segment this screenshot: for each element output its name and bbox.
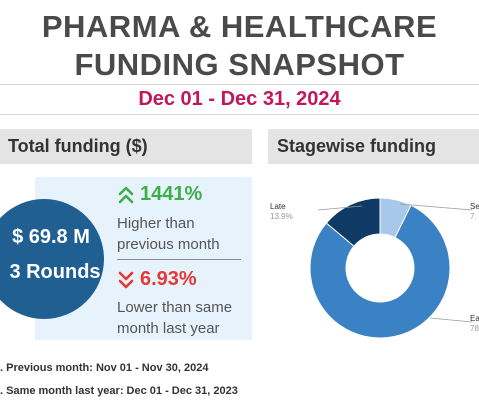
rounds-count: 3 Rounds [9,261,101,283]
double-chevron-up-icon [118,186,134,203]
late-leader-line [317,205,363,211]
late-label-name: Late [270,202,286,211]
early-label-pct: 78. [470,324,479,333]
date-divider [0,114,479,115]
late-label: Late 13.9% [270,202,293,222]
seed-label-pct: 7. [470,212,477,221]
top-divider [0,84,479,85]
yoy-change: 6.93% [118,268,197,291]
page-title: PHARMA & HEALTHCARE FUNDING SNAPSHOT [0,8,479,84]
stagewise-funding-header: Stagewise funding [268,129,479,164]
early-label: Ea 78. [470,314,479,334]
footnote-previous-month: . Previous month: Nov 01 - Nov 30, 2024 [0,362,209,374]
date-range: Dec 01 - Dec 31, 2024 [138,88,341,110]
late-label-pct: 13.9% [270,212,293,221]
mom-desc-line-1: Higher than [117,215,195,232]
donut-slice-late [325,197,381,247]
early-leader-line [429,317,473,323]
donut-svg [309,197,473,339]
yoy-change-description: Lower than same month last year [117,297,247,339]
seed-label-name: Se [470,202,479,211]
yoy-change-value: 6.93% [140,268,197,290]
title-line-2: FUNDING SNAPSHOT [74,47,405,82]
mom-desc-line-2: previous month [117,236,220,253]
seed-label: Se 7. [470,202,479,222]
footnote-same-month-last-year: . Same month last year: Dec 01 - Dec 31,… [0,385,238,397]
early-label-name: Ea [470,314,479,323]
total-funding-circle: $ 69.8 M 3 Rounds [0,199,104,319]
total-amount: $ 69.8 M [12,226,90,248]
seed-leader-line [399,203,473,211]
stagewise-donut-chart: Late 13.9% Se 7. Ea 78. [260,170,479,370]
mom-change-description: Higher than previous month [117,213,247,255]
total-funding-header: Total funding ($) [0,129,252,164]
yoy-desc-line-1: Lower than same [117,299,233,316]
mom-change: 1441% [118,183,202,206]
metric-divider [117,259,241,260]
yoy-desc-line-2: month last year [117,320,220,337]
donut-slice-early [309,204,451,339]
double-chevron-down-icon [118,271,134,288]
title-line-1: PHARMA & HEALTHCARE [41,9,438,44]
mom-change-value: 1441% [140,183,203,205]
